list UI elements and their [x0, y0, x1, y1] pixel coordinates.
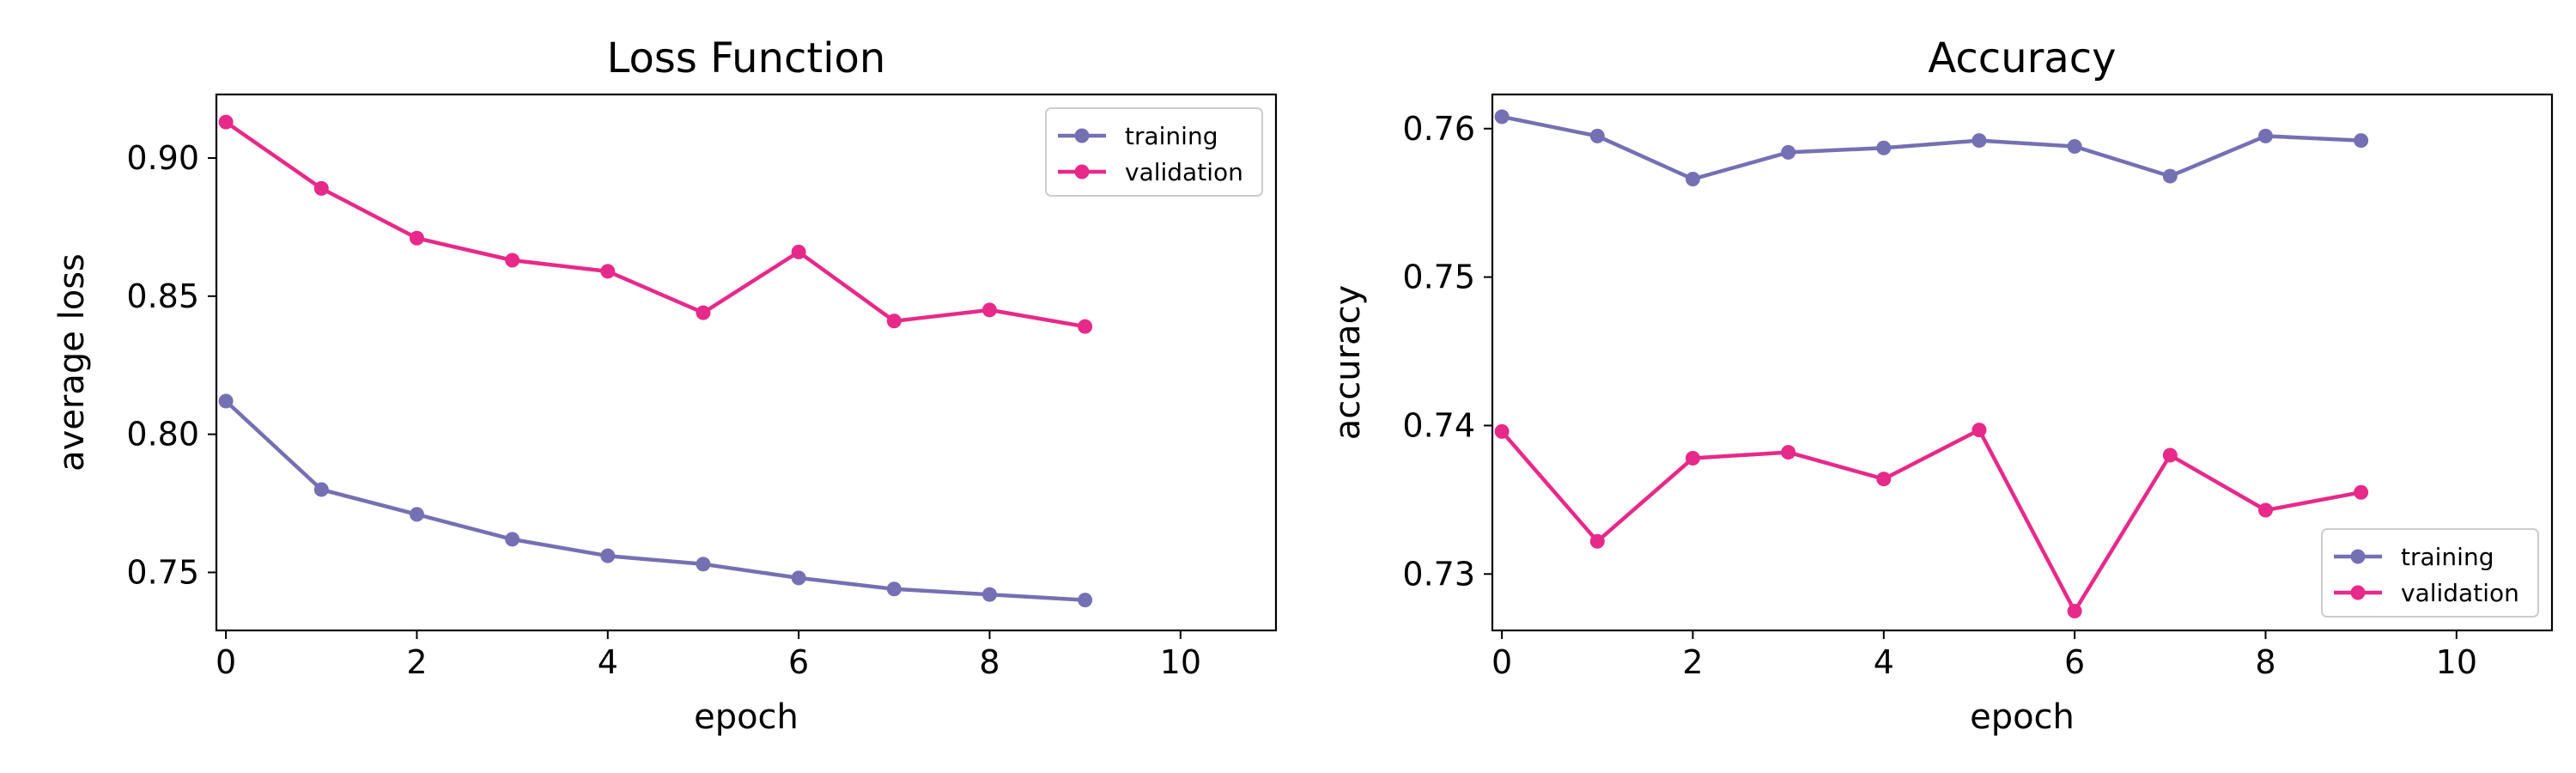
series-line-validation	[1500, 428, 2362, 613]
data-point-validation	[218, 114, 234, 130]
data-point-validation	[981, 302, 997, 318]
data-point-training	[409, 507, 424, 522]
legend-label: validation	[1125, 158, 1243, 186]
x-tick-label: 2	[1682, 643, 1703, 681]
chart-title: Accuracy	[1928, 34, 2116, 82]
legend-marker-training	[1074, 128, 1090, 143]
data-point-validation	[2162, 447, 2178, 463]
legend: training validation	[1045, 107, 1263, 197]
data-point-training	[791, 570, 806, 586]
y-tick-label: 0.90	[126, 139, 199, 177]
y-tick-label: 0.76	[1402, 110, 1475, 148]
data-point-validation	[505, 253, 520, 268]
data-point-training	[1078, 593, 1093, 608]
data-point-training	[1781, 144, 1796, 160]
data-point-validation	[1078, 319, 1093, 334]
x-tick-label: 8	[2255, 643, 2275, 681]
chart-0: Loss Function 0 2 4 6 8 10 0.75 0.80 0.85 0.90 epoc…	[52, 34, 1278, 737]
data-point-validation	[1876, 472, 1892, 487]
series-validation	[1494, 423, 2369, 619]
data-point-training	[2067, 138, 2082, 154]
x-tick-label: 6	[2064, 643, 2085, 681]
data-point-validation	[1685, 450, 1700, 466]
data-point-training	[2257, 128, 2273, 143]
x-axis-label: epoch	[694, 697, 799, 737]
legend-marker-training	[2350, 549, 2366, 564]
data-point-training	[1589, 128, 1605, 143]
data-point-training	[696, 557, 711, 572]
data-point-validation	[1589, 533, 1605, 549]
data-point-training	[218, 393, 234, 409]
data-point-validation	[1971, 423, 1987, 438]
data-point-validation	[2354, 484, 2369, 500]
data-point-validation	[409, 230, 424, 246]
legend-box	[1045, 107, 1263, 197]
legend-box	[2321, 528, 2539, 618]
data-point-training	[2162, 168, 2178, 184]
data-point-training	[1494, 109, 1510, 125]
data-point-validation	[1781, 445, 1796, 460]
chart-1: Accuracy 0 2 4 6 8 10 0.73 0.74 0.75 0.76 epoch accu…	[1328, 34, 2554, 737]
x-tick-label: 10	[2436, 643, 2477, 681]
data-point-validation	[2067, 604, 2082, 619]
series-line-training	[224, 399, 1085, 602]
data-point-training	[313, 482, 329, 497]
data-point-validation	[2257, 502, 2273, 518]
x-tick-label: 0	[1492, 643, 1512, 681]
x-tick-label: 6	[788, 643, 809, 681]
data-point-validation	[886, 313, 902, 329]
data-point-training	[981, 587, 997, 602]
y-tick-label: 0.74	[1402, 406, 1475, 444]
x-tick-label: 2	[406, 643, 427, 681]
plot-frame	[1491, 93, 2554, 632]
data-point-validation	[1494, 423, 1510, 439]
data-point-validation	[313, 180, 329, 196]
series-line-validation	[224, 120, 1086, 329]
data-point-training	[1876, 140, 1892, 155]
series-line-training	[1501, 114, 2361, 181]
y-tick-label: 0.75	[126, 553, 199, 591]
data-point-validation	[600, 264, 616, 279]
x-tick-label: 10	[1160, 643, 1201, 681]
x-tick-label: 4	[1874, 643, 1894, 681]
y-tick-label: 0.75	[1402, 259, 1475, 296]
legend: training validation	[2321, 528, 2539, 618]
data-point-training	[886, 581, 902, 597]
y-tick-label: 0.80	[126, 416, 199, 453]
series-training	[1494, 109, 2369, 187]
x-tick-label: 0	[216, 643, 236, 681]
data-point-validation	[791, 244, 806, 259]
data-point-validation	[696, 305, 711, 320]
series-training	[218, 393, 1093, 608]
x-tick-label: 8	[979, 643, 999, 681]
legend-label: validation	[2401, 579, 2519, 607]
data-point-training	[1685, 172, 1700, 187]
y-tick-label: 0.73	[1402, 555, 1475, 593]
legend-marker-validation	[2350, 585, 2366, 600]
plot-frame	[215, 93, 1278, 632]
y-axis-label: average loss	[52, 253, 92, 472]
data-point-training	[2354, 133, 2369, 149]
series-validation	[218, 114, 1093, 334]
x-tick-label: 4	[598, 643, 618, 681]
y-tick-label: 0.85	[126, 277, 199, 315]
legend-marker-validation	[1074, 164, 1090, 180]
legend-label: training	[2401, 543, 2494, 571]
chart-title: Loss Function	[607, 34, 886, 82]
data-point-training	[1971, 133, 1987, 149]
y-axis-label: accuracy	[1328, 285, 1368, 440]
data-point-training	[600, 548, 616, 563]
legend-label: training	[1125, 122, 1218, 150]
x-axis-label: epoch	[1970, 697, 2075, 737]
data-point-training	[505, 532, 520, 547]
